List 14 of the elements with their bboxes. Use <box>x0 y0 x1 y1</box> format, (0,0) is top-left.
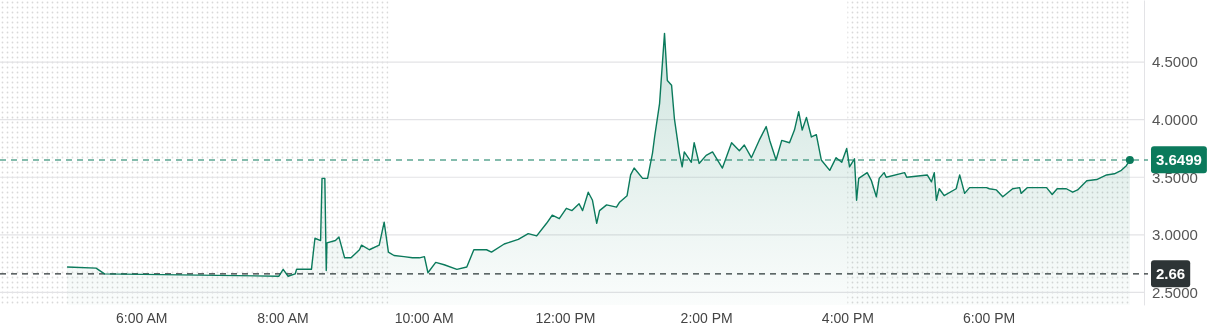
y-tick-label: 4.0000 <box>1152 111 1198 128</box>
x-tick-label: 6:00 AM <box>116 309 168 326</box>
x-tick-label: 8:00 AM <box>257 309 309 326</box>
y-tick-label: 2.5000 <box>1152 283 1198 301</box>
x-tick-label: 4:00 PM <box>821 309 874 326</box>
x-tick-label: 12:00 PM <box>535 309 596 326</box>
y-tick-label: 3.0000 <box>1152 226 1198 244</box>
y-tick-label: 4.5000 <box>1152 53 1198 71</box>
x-tick-label: 2:00 PM <box>680 309 733 326</box>
x-tick-label: 10:00 AM <box>394 309 454 326</box>
x-tick-label: 6:00 PM <box>963 309 1016 326</box>
ref-line-label: 3.6499 <box>1156 151 1202 169</box>
ref-line-label: 2.66 <box>1156 265 1186 283</box>
y-tick-label: 3.5000 <box>1152 168 1198 186</box>
